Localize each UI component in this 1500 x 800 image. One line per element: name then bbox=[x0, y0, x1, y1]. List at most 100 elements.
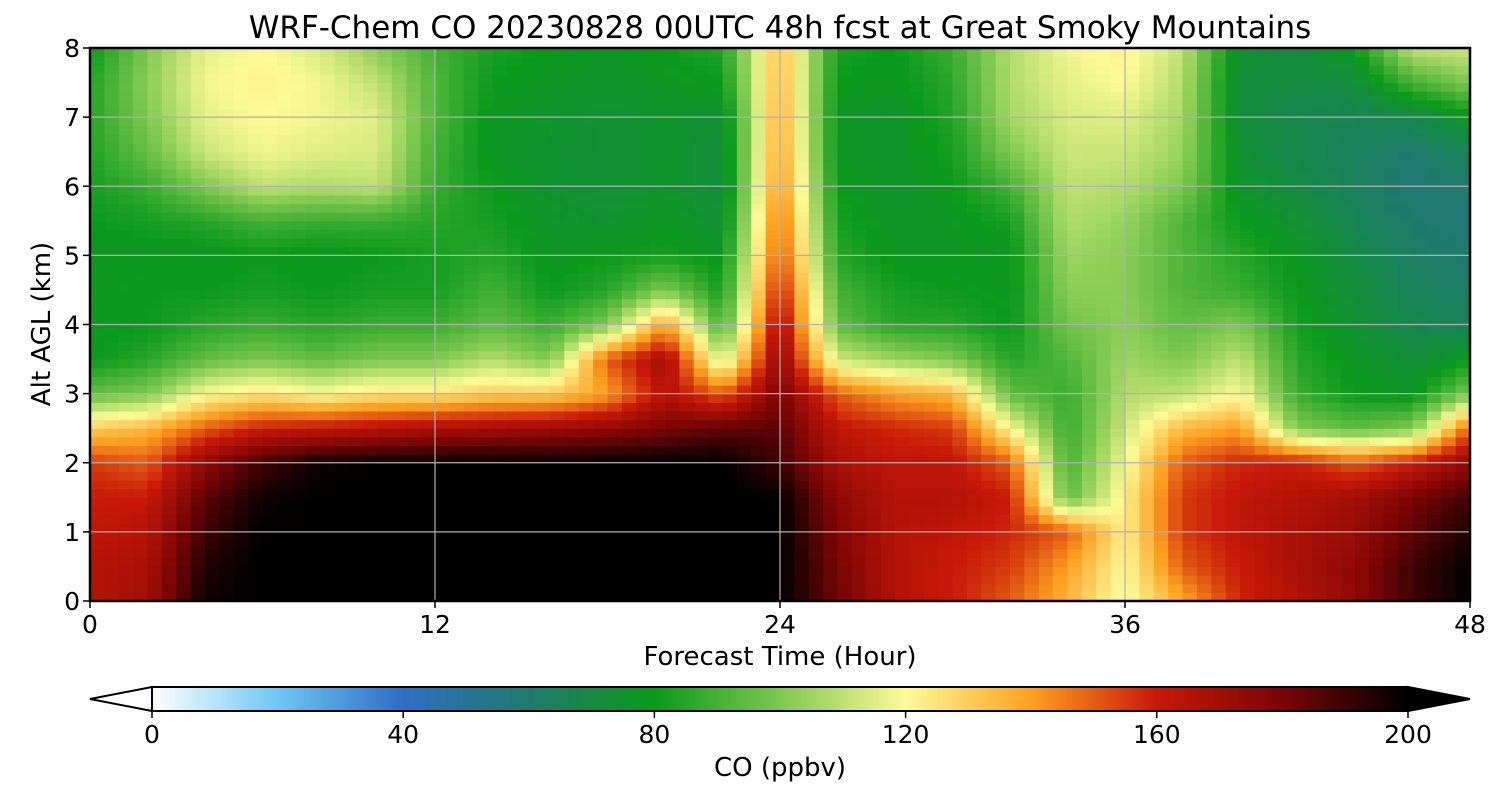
heatmap-cell bbox=[966, 393, 982, 403]
heatmap-cell bbox=[1254, 583, 1270, 593]
heatmap-cell bbox=[1311, 557, 1327, 568]
heatmap-cell bbox=[262, 307, 278, 317]
heatmap-cell bbox=[1326, 428, 1342, 438]
heatmap-cell bbox=[1125, 436, 1140, 447]
heatmap-cell bbox=[650, 462, 666, 472]
heatmap-cell bbox=[722, 324, 738, 334]
heatmap-cell bbox=[478, 557, 494, 568]
heatmap-cell bbox=[1053, 255, 1069, 265]
heatmap-cell bbox=[679, 298, 695, 308]
heatmap-cell bbox=[1254, 177, 1270, 187]
heatmap-cell bbox=[966, 246, 982, 256]
heatmap-cell bbox=[1081, 445, 1097, 455]
heatmap-cell bbox=[1240, 445, 1255, 455]
heatmap-cell bbox=[823, 255, 839, 265]
heatmap-cell bbox=[952, 177, 968, 187]
heatmap-cell bbox=[118, 298, 134, 308]
heatmap-cell bbox=[1340, 480, 1356, 490]
heatmap-cell bbox=[435, 384, 450, 395]
heatmap-cell bbox=[794, 384, 810, 395]
heatmap-cell bbox=[1110, 428, 1126, 438]
heatmap-cell bbox=[176, 428, 192, 438]
heatmap-cell bbox=[550, 367, 565, 377]
heatmap-cell bbox=[334, 480, 350, 490]
heatmap-cell bbox=[837, 359, 853, 369]
heatmap-cell bbox=[276, 497, 292, 507]
heatmap-cell bbox=[765, 531, 781, 542]
heatmap-cell bbox=[751, 402, 767, 412]
heatmap-cell bbox=[1139, 307, 1155, 317]
heatmap-cell bbox=[1196, 212, 1212, 222]
heatmap-cell bbox=[1010, 341, 1025, 352]
heatmap-cell bbox=[291, 557, 307, 568]
heatmap-cell bbox=[348, 333, 364, 343]
heatmap-cell bbox=[578, 575, 594, 585]
heatmap-cell bbox=[823, 419, 839, 429]
heatmap-cell bbox=[578, 186, 594, 196]
heatmap-cell bbox=[190, 229, 206, 239]
heatmap-cell bbox=[1110, 194, 1126, 205]
heatmap-cell bbox=[363, 497, 379, 507]
heatmap-cell bbox=[1053, 203, 1069, 213]
heatmap-cell bbox=[104, 393, 120, 403]
heatmap-cell bbox=[1139, 575, 1155, 585]
heatmap-cell bbox=[1010, 151, 1025, 161]
heatmap-cell bbox=[1383, 341, 1399, 352]
heatmap-cell bbox=[794, 186, 810, 196]
heatmap-cell bbox=[435, 592, 450, 601]
heatmap-cell bbox=[147, 505, 163, 516]
heatmap-cell bbox=[593, 575, 609, 585]
heatmap-cell bbox=[1254, 428, 1270, 438]
heatmap-cell bbox=[995, 350, 1011, 360]
heatmap-cell bbox=[363, 540, 379, 550]
heatmap-cell bbox=[219, 402, 235, 412]
heatmap-cell bbox=[535, 281, 551, 291]
heatmap-cell bbox=[851, 540, 867, 550]
heatmap-cell bbox=[564, 436, 580, 447]
heatmap-cell bbox=[679, 160, 695, 170]
heatmap-cell bbox=[607, 410, 623, 421]
heatmap-cell bbox=[550, 246, 565, 256]
heatmap-cell bbox=[621, 549, 637, 559]
heatmap-cell bbox=[233, 419, 249, 429]
heatmap-cell bbox=[1139, 281, 1155, 291]
heatmap-cell bbox=[1383, 549, 1399, 559]
heatmap-cell bbox=[837, 151, 853, 161]
heatmap-cell bbox=[995, 246, 1011, 256]
heatmap-cell bbox=[751, 540, 767, 550]
heatmap-cell bbox=[665, 497, 680, 507]
heatmap-cell bbox=[1340, 238, 1356, 248]
heatmap-cell bbox=[1182, 384, 1198, 395]
heatmap-cell bbox=[521, 480, 537, 490]
heatmap-cell bbox=[449, 575, 465, 585]
heatmap-cell bbox=[334, 168, 350, 179]
heatmap-cell bbox=[966, 367, 982, 377]
heatmap-cell bbox=[1053, 583, 1069, 593]
heatmap-cell bbox=[550, 324, 565, 334]
heatmap-cell bbox=[1139, 151, 1155, 161]
heatmap-cell bbox=[133, 531, 149, 542]
heatmap-cell bbox=[808, 575, 824, 585]
heatmap-cell bbox=[478, 393, 494, 403]
heatmap-cell bbox=[478, 575, 494, 585]
heatmap-cell bbox=[1139, 359, 1155, 369]
heatmap-cell bbox=[291, 480, 307, 490]
heatmap-cell bbox=[1240, 367, 1255, 377]
heatmap-cell bbox=[1168, 281, 1184, 291]
heatmap-cell bbox=[981, 454, 997, 464]
heatmap-cell bbox=[492, 575, 508, 585]
heatmap-cell bbox=[90, 367, 105, 377]
heatmap-cell bbox=[952, 384, 968, 395]
heatmap-cell bbox=[578, 514, 594, 524]
heatmap-cell bbox=[1369, 350, 1385, 360]
heatmap-cell bbox=[1168, 471, 1184, 481]
heatmap-cell bbox=[952, 315, 968, 326]
heatmap-cell bbox=[823, 497, 839, 507]
heatmap-cell bbox=[1254, 540, 1270, 550]
heatmap-cell bbox=[248, 540, 264, 550]
heatmap-cell bbox=[1441, 462, 1457, 472]
heatmap-cell bbox=[90, 445, 105, 455]
heatmap-cell bbox=[837, 410, 853, 421]
heatmap-cell bbox=[176, 264, 192, 274]
heatmap-cell bbox=[1340, 471, 1356, 481]
